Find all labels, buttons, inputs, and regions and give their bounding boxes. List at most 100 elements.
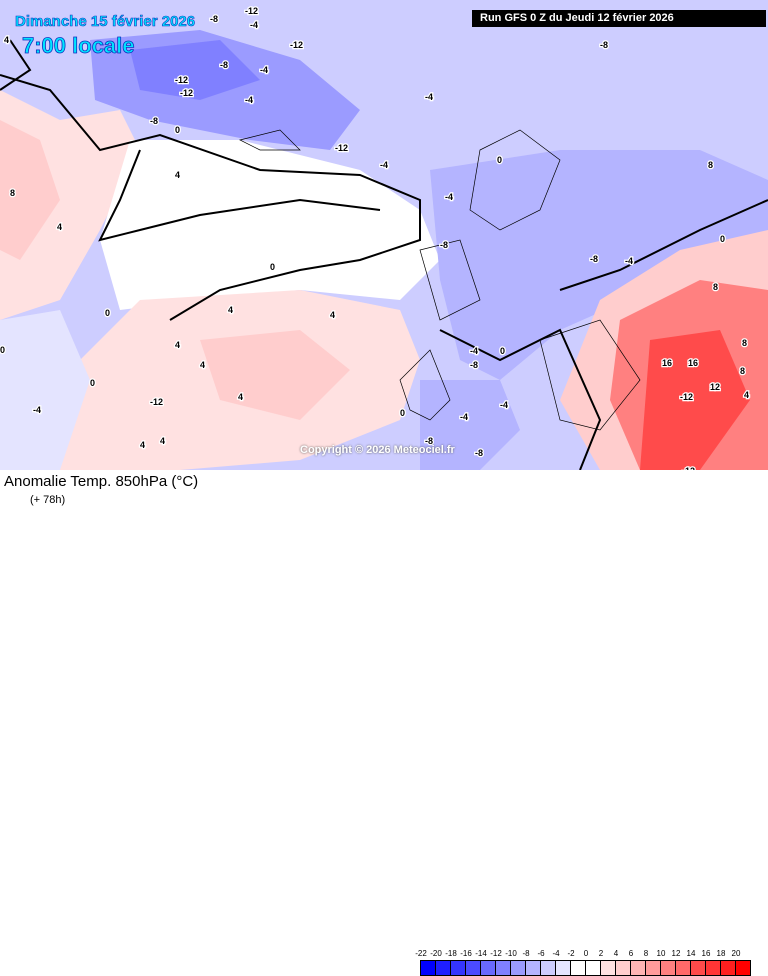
legend-tick: 0 [583, 949, 589, 958]
contour-label: 8 [742, 338, 747, 348]
anomaly-area-warm [0, 120, 60, 260]
legend-tick: -8 [522, 949, 530, 958]
footer: Anomalie Temp. 850hPa (°C) (+ 78h) -22 -2… [0, 470, 768, 976]
contour-label: 0 [400, 408, 405, 418]
anomaly-area-west [0, 310, 90, 470]
copyright: Copyright © 2026 Meteociel.fr [300, 444, 455, 456]
legend-tick: 4 [613, 949, 619, 958]
legend-swatch [676, 961, 691, 975]
legend-tick: 18 [716, 949, 726, 958]
contour-label: 4 [744, 390, 749, 400]
contour-label: -8 [600, 40, 608, 50]
coastlines [238, 129, 641, 431]
contour-label: 0 [497, 155, 502, 165]
contour-label: -4 [460, 412, 468, 422]
legend-swatch [496, 961, 511, 975]
legend-tick: -20 [430, 949, 442, 958]
contour-label: -4 [380, 160, 388, 170]
contour-label: -4 [33, 405, 41, 415]
model-run-label: Run GFS 0 Z du Jeudi 12 février 2026 [472, 10, 766, 27]
contour-label: 8 [740, 366, 745, 376]
anomaly-area-atlantic [100, 140, 440, 310]
anomaly-area-med-cold [420, 380, 520, 470]
legend-swatch [481, 961, 496, 975]
contour-label: -8 [220, 60, 228, 70]
legend-swatch [691, 961, 706, 975]
contour-label: -12 [682, 466, 695, 470]
zero-contours [0, 39, 768, 470]
legend-swatch [616, 961, 631, 975]
contour-label: 8 [10, 188, 15, 198]
contour-label: -12 [335, 143, 348, 153]
contour-label: 0 [105, 308, 110, 318]
legend-tick: -18 [445, 949, 457, 958]
contour-label: 4 [200, 360, 205, 370]
legend-swatch [436, 961, 451, 975]
contour-label: -12 [175, 75, 188, 85]
contour-label: -4 [625, 256, 633, 266]
legend-swatch [736, 961, 750, 975]
map-title: Anomalie Temp. 850hPa (°C) [4, 473, 199, 490]
legend-swatch [511, 961, 526, 975]
contour-label: 0 [500, 346, 505, 356]
legend-tick: -10 [505, 949, 517, 958]
anomaly-area-cold-core [130, 40, 260, 100]
legend-tick: 20 [731, 949, 741, 958]
legend-tick: -6 [537, 949, 545, 958]
legend-swatch [646, 961, 661, 975]
legend-swatch [541, 961, 556, 975]
temperature-anomaly-map: -12 -8 -12 -12 -8 -4 -4 -12 -8 0 -12 -4 -4 0 4 8 4 -4 -8 0 4… [0, 0, 768, 470]
contour-label: -12 [180, 88, 193, 98]
contour-label: -8 [590, 254, 598, 264]
contour-label: -12 [245, 6, 258, 16]
contour-label: 0 [270, 262, 275, 272]
contour-label: -8 [470, 360, 478, 370]
anomaly-area-europe-cold [430, 150, 768, 380]
contour-label: -4 [445, 192, 453, 202]
legend-swatch [721, 961, 736, 975]
contour-label: 8 [708, 160, 713, 170]
forecast-time: 7:00 locale [22, 33, 135, 59]
contour-label: 0 [720, 234, 725, 244]
contour-labels: -12 -8 -12 -12 -8 -4 -4 -12 -8 0 -12 -4 -4 0 4 8 4 -4 -8 0 4… [0, 5, 750, 470]
legend-tick: 10 [656, 949, 666, 958]
contour-label: -4 [500, 400, 508, 410]
forecast-hour: (+ 78h) [30, 494, 66, 506]
contour-label: -8 [440, 240, 448, 250]
legend-boxes [420, 960, 751, 976]
contour-label: 4 [4, 35, 9, 45]
legend-tick: -2 [567, 949, 575, 958]
legend-swatch [451, 961, 466, 975]
legend-swatch [526, 961, 541, 975]
anomaly-area-atlantic-warm2 [200, 330, 350, 420]
legend-tick: 6 [628, 949, 634, 958]
legend-tick: -16 [460, 949, 472, 958]
legend-swatch [601, 961, 616, 975]
legend-swatch [661, 961, 676, 975]
contour-label: -4 [260, 65, 268, 75]
contour-label: 4 [160, 436, 165, 446]
legend-swatch [706, 961, 721, 975]
contour-label: 16 [688, 358, 698, 368]
contour-label: -8 [475, 448, 483, 458]
legend-swatch [571, 961, 586, 975]
contour-label: -12 [290, 40, 303, 50]
contour-label: 8 [713, 282, 718, 292]
contour-label: 12 [710, 382, 720, 392]
legend-ticks: -22 -20 -18 -16 -14 -12 -10 -8 -6 -4 -2 0 2 4 6 8 10 12 14… [415, 949, 760, 959]
contour-label: -4 [250, 20, 258, 30]
contour-label: 4 [57, 222, 62, 232]
contour-label: 4 [238, 392, 243, 402]
legend-tick: -14 [475, 949, 487, 958]
contour-label: -4 [470, 346, 478, 356]
legend-tick: 16 [701, 949, 711, 958]
contour-label: 4 [228, 305, 233, 315]
legend-tick: -12 [490, 949, 502, 958]
contour-label: -4 [245, 95, 253, 105]
contour-label: 4 [140, 440, 145, 450]
anomaly-area-east-hottest [640, 330, 750, 470]
legend-tick: -22 [415, 949, 427, 958]
contour-label: -12 [150, 397, 163, 407]
contour-label: 0 [0, 345, 5, 355]
legend-swatch [631, 961, 646, 975]
